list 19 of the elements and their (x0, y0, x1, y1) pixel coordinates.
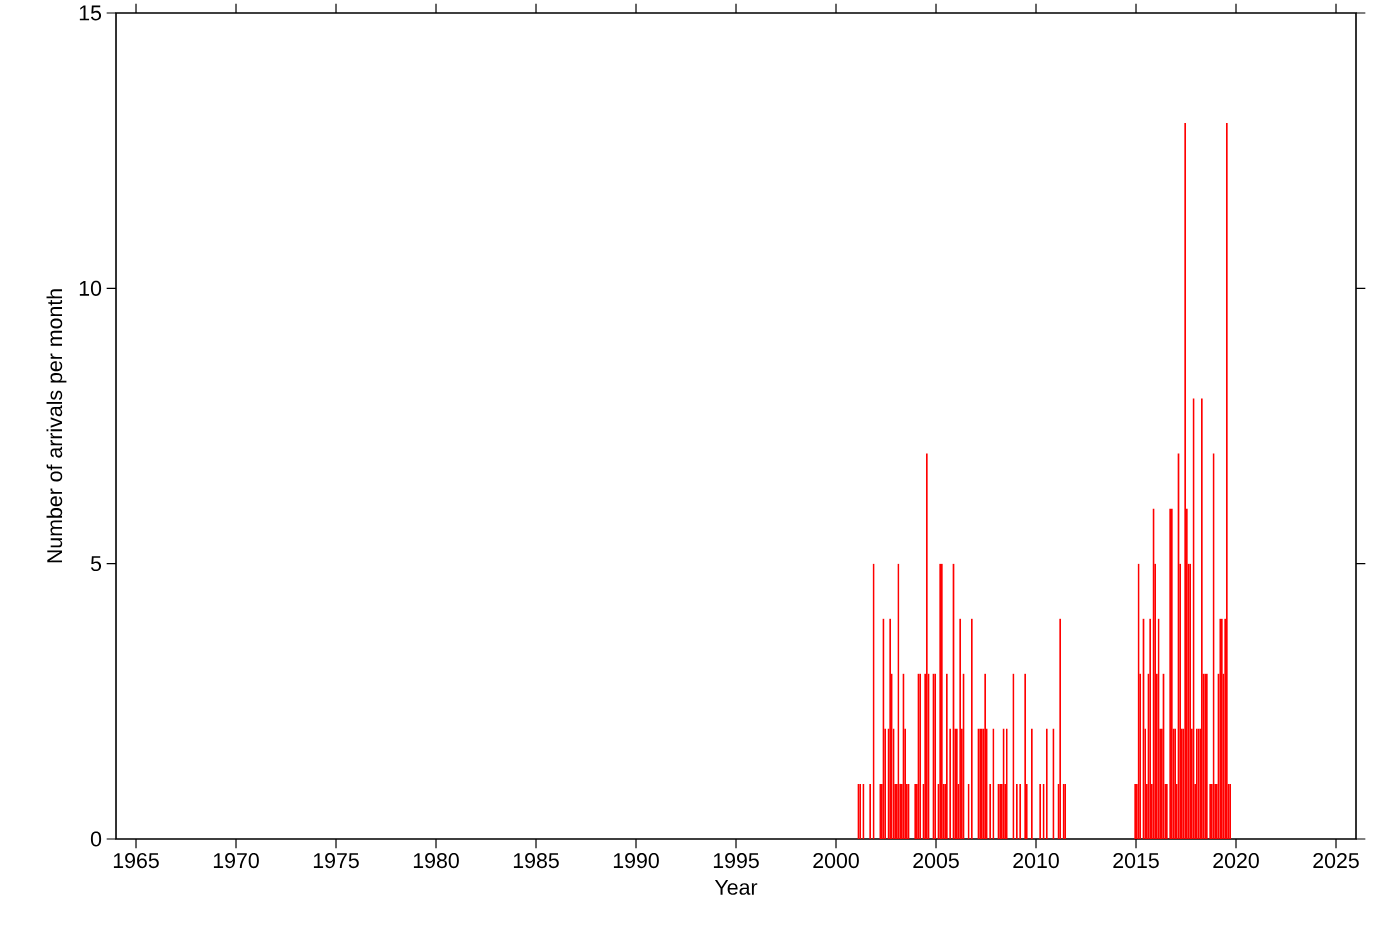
x-tick-label: 1965 (113, 853, 159, 869)
x-tick-label: 1980 (413, 853, 459, 869)
x-tick-label: 1970 (213, 853, 259, 869)
y-tick-label: 10 (79, 280, 102, 296)
x-tick-label: 1975 (313, 853, 359, 869)
y-tick-label: 0 (90, 831, 102, 847)
x-tick-label: 1985 (513, 853, 559, 869)
x-axis-title: Year (714, 879, 758, 895)
x-tick-label: 1990 (613, 853, 659, 869)
x-tick-label: 2000 (813, 853, 859, 869)
x-tick-label: 1995 (713, 853, 759, 869)
x-tick-label: 2025 (1313, 853, 1359, 869)
y-axis-title: Number of arrivals per month (46, 289, 67, 563)
y-tick-label: 15 (79, 5, 102, 21)
x-tick-label: 2010 (1013, 853, 1059, 869)
x-tick-label: 2015 (1113, 853, 1159, 869)
x-tick-label: 2020 (1213, 853, 1259, 869)
x-tick-label: 2005 (913, 853, 959, 869)
y-tick-label: 5 (90, 556, 102, 572)
